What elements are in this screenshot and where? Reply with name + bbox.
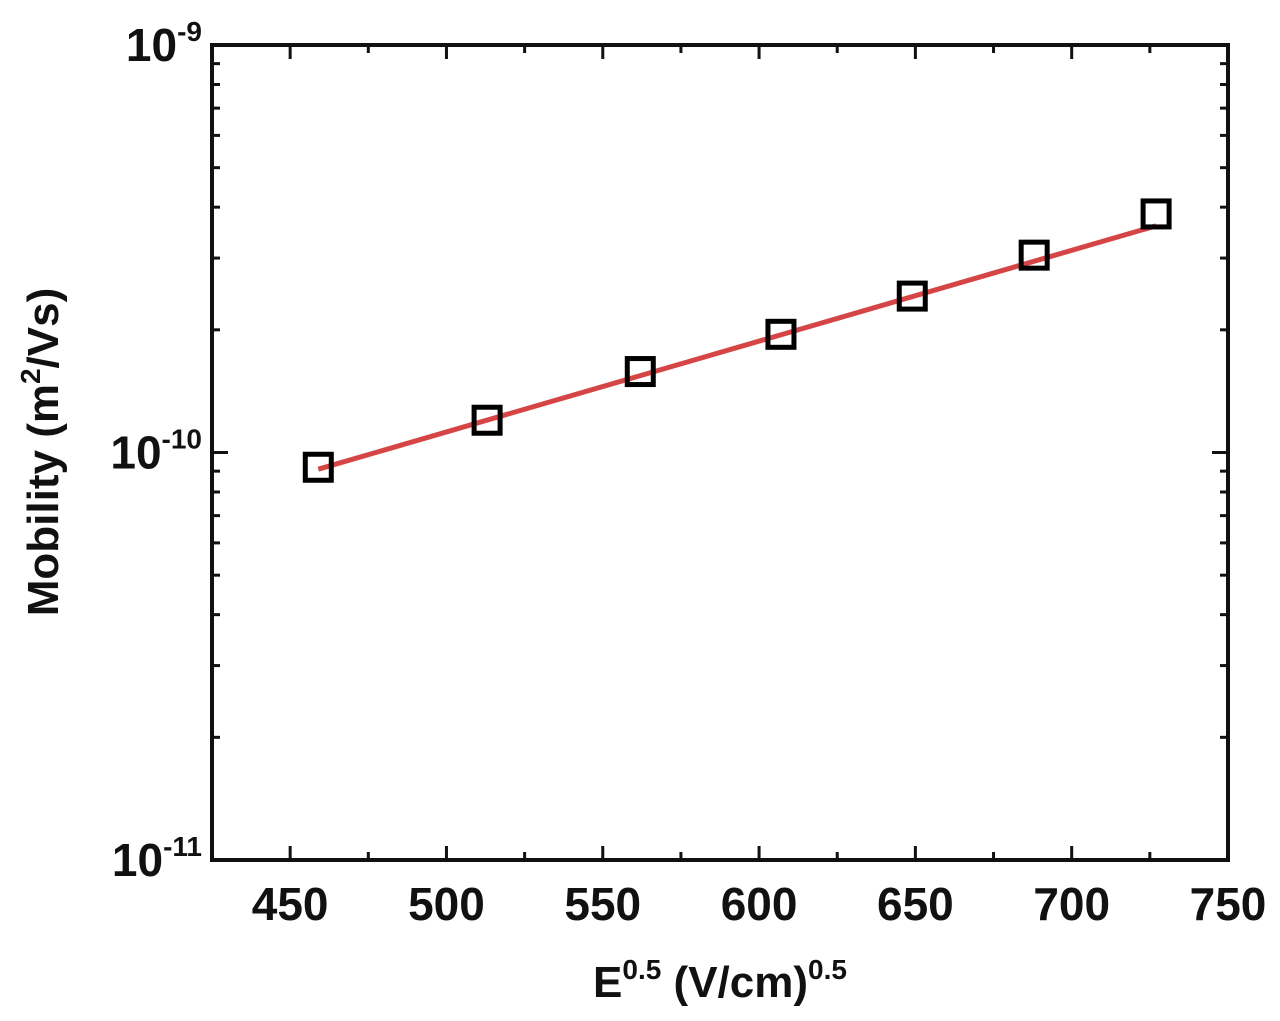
y-tick-label: 10-9	[126, 16, 202, 71]
data-point	[624, 356, 656, 388]
x-tick-label: 700	[1033, 878, 1110, 930]
plot-frame	[210, 43, 1230, 862]
y-tick-label: 10-11	[112, 831, 202, 886]
data-points	[302, 198, 1172, 483]
y-axis-label: Mobility (m2/Vs)	[15, 288, 68, 616]
data-point	[471, 404, 503, 436]
x-tick-label: 750	[1190, 878, 1267, 930]
x-tick-label: 500	[408, 878, 485, 930]
x-tick-label: 550	[564, 878, 641, 930]
x-tick-label: 450	[252, 878, 329, 930]
data-point	[765, 318, 797, 350]
x-tick-label: 600	[721, 878, 798, 930]
fit-line	[317, 223, 1157, 472]
data-point	[1018, 239, 1050, 271]
major-ticks	[212, 43, 1230, 862]
y-tick-labels: 10-11 10-10 10-9	[110, 16, 202, 886]
minor-ticks	[210, 45, 1228, 860]
x-tick-label: 650	[877, 878, 954, 930]
y-tick-label: 10-10	[110, 424, 202, 479]
fit-line-group	[317, 223, 1157, 472]
data-point	[896, 280, 928, 312]
data-point	[302, 451, 334, 483]
x-axis-label: E0.5 (V/cm)0.5	[593, 954, 847, 1007]
x-tick-labels: 450 500 550 600 650 700 750	[252, 878, 1267, 930]
data-point	[1140, 198, 1172, 230]
